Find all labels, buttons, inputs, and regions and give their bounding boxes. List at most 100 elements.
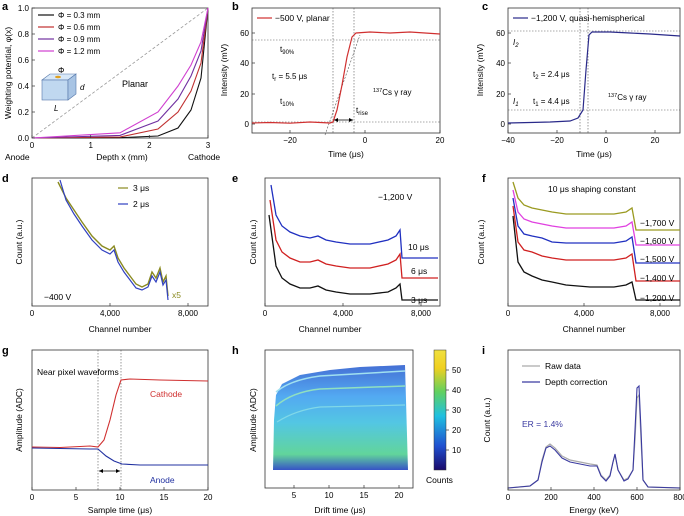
x-tick-label: 200 [544,493,558,502]
plot-frame-f [507,177,681,307]
inset-electrode [55,75,61,79]
ticks-c: −40 −20 0 20 0 20 40 60 [496,29,660,145]
x-tick-label: 4,000 [100,309,121,318]
panel-letter-h: h [232,345,239,357]
colorbar-tick-label: 20 [452,426,461,435]
x-tick-label: 8,000 [178,309,199,318]
panel-a: a Φ = 0.3 mm Φ = 0.6 mm Φ = 0.9 mm Φ = 1… [2,1,220,162]
y-tick-label: 60 [240,29,249,38]
raw-data-trace [507,393,681,489]
spectrum-2us [59,179,169,301]
x-tick-label: 10 [116,493,125,502]
panel-letter-i: i [482,345,485,357]
y-axis-label-h: Amplitude (ADC) [248,388,258,452]
ticks-h: 5 10 15 20 10 20 30 40 50 [292,366,462,500]
y-tick-label: 40 [240,59,249,68]
panel-i: i Raw data Depth correction ER = 1.4% Co… [482,345,684,515]
y-axis-label-d: Count (a.u.) [14,219,24,264]
series-label: −1,700 V [640,218,675,228]
ticks-i: 0 200 400 600 800 [506,487,684,502]
x-tick-label: 1 [88,141,93,150]
x-tick-label: 0 [30,309,35,318]
ticks-f: 0 4,000 8,000 [506,303,671,318]
panel-g: g Near pixel waveforms Cathode Anode Amp… [2,345,213,515]
ticks-b: −20 0 20 0 20 40 60 [240,29,445,145]
cathode-trace [31,378,209,449]
x-axis-label-b: Time (μs) [328,149,364,159]
x-tick-label: 2 [147,141,152,150]
x-tick-label: 5 [74,493,79,502]
spectrum-1200v [512,215,680,301]
inset-side [67,73,77,101]
x-tick-label: 5 [292,491,297,500]
series-line-0.3mm [31,7,209,139]
x-tick-label: 0 [263,309,268,318]
series-line-1.2mm [31,7,209,139]
series-label: −1,600 V [640,236,675,246]
series-label: 10 μs [408,242,429,252]
legend-label: Raw data [545,361,581,371]
x-tick-label: 4,000 [333,309,354,318]
waveform-title-g: Near pixel waveforms [37,367,119,377]
t90-label: t90% [280,45,295,56]
cathode-label: Cathode [150,389,182,399]
x-tick-label: 0 [604,136,609,145]
legend-b: −500 V, planar [257,13,330,23]
signal-trace-c [507,31,681,124]
panel-letter-c: c [482,1,488,13]
x-axis-label-i: Energy (keV) [569,505,619,515]
y-tick-label: 40 [496,59,505,68]
panel-b: b −500 V, planar t90% tr = 5.5 μs t10% t… [219,1,445,159]
inset-l-label: L [54,104,58,113]
y-tick-label: 0.8 [18,30,30,39]
x-tick-label: 0 [363,136,368,145]
t1-label: t1 = 4.4 μs [533,97,570,108]
heatmap-cloud [273,365,408,470]
x-tick-label: 15 [360,491,369,500]
anode-label: Anode [150,475,175,485]
colorbar-tick-label: 50 [452,366,461,375]
x-tick-label: 20 [436,136,445,145]
colorbar-tick-label: 40 [452,386,461,395]
x-axis-label-c: Time (μs) [576,149,612,159]
x-axis-label-d: Channel number [89,324,152,334]
x-tick-label: 20 [651,136,660,145]
series-label: −1,500 V [640,254,675,264]
legend-label: 3 μs [133,183,149,193]
panel-e: e 10 μs 6 μs 3 μs −1,200 V Count (a.u.) … [232,173,441,334]
panel-f: f −1,700 V −1,600 V −1,500 V −1,400 V −1… [476,173,681,334]
x-tick-label: 0 [506,309,511,318]
x-tick-label: 20 [204,493,213,502]
x-tick-label: 15 [160,493,169,502]
ticks-e: 0 4,000 8,000 [263,303,432,318]
legend-label: Φ = 0.3 mm [58,11,101,20]
panel-letter-f: f [482,173,486,185]
series-label: −1,400 V [640,273,675,283]
legend-d: 3 μs 2 μs [118,183,149,209]
spectrum-1500v [512,197,680,264]
y-tick-label: 0.4 [18,82,30,91]
plot-frame-c [507,7,681,134]
colorbar-label: Counts [426,475,453,485]
x-tick-label: 4,000 [574,309,595,318]
series-label: 3 μs [411,295,427,305]
y-tick-label: 0.2 [18,108,30,117]
y-axis-label-e: Count (a.u.) [248,219,258,264]
inset-d-label: d [80,83,85,92]
x-tick-label: 0 [506,493,511,502]
x-tick-label: −20 [550,136,564,145]
x-tick-label: 0 [30,493,35,502]
x-tick-label: 3 [206,141,211,150]
legend-a: Φ = 0.3 mm Φ = 0.6 mm Φ = 0.9 mm Φ = 1.2… [38,11,101,56]
y-tick-label: 60 [496,29,505,38]
plot-frame-b [251,7,441,134]
scale-label-d: x5 [172,290,181,300]
spectrum-6us [269,199,438,279]
colorbar-tick-label: 10 [452,446,461,455]
planar-annotation: Planar [122,79,148,89]
i1-label: I1 [513,97,519,108]
legend-label: −500 V, planar [275,13,330,23]
shaping-label-f: 10 μs shaping constant [548,184,636,194]
x-axis-label-g: Sample time (μs) [88,505,153,515]
